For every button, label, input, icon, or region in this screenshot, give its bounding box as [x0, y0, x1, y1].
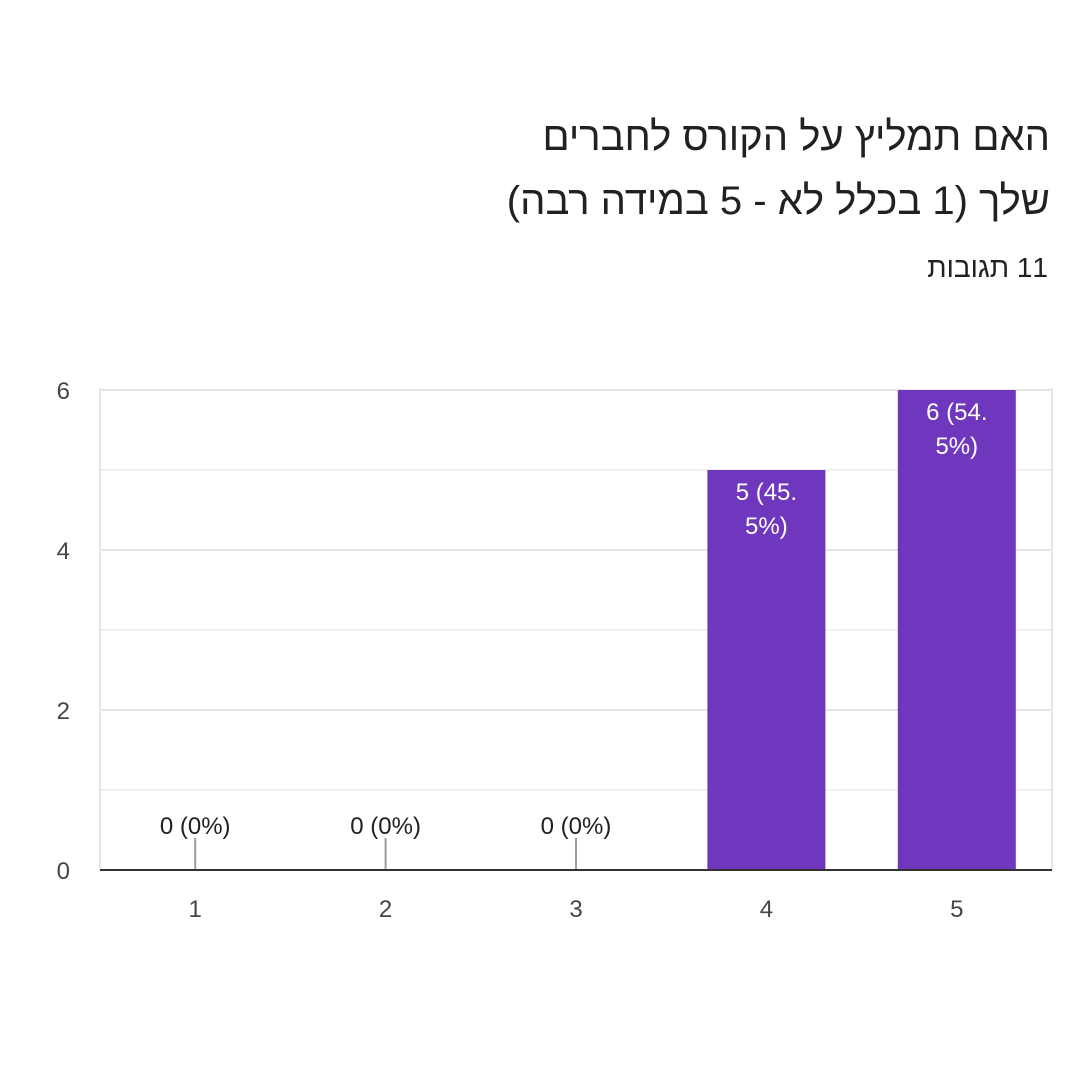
- bar-data-label: 0 (0%): [350, 813, 421, 840]
- y-tick-label: 0: [57, 858, 70, 885]
- x-tick-label: 4: [760, 896, 773, 923]
- axis-layer: 0 2 4 6 1 2 3 4 5: [57, 378, 1052, 923]
- bar-layer: [194, 390, 1016, 870]
- bar-data-label: 0 (0%): [541, 813, 612, 840]
- chart-title: האם תמליץ על הקורס לחברים שלך (1 בכלל לא…: [430, 105, 1050, 233]
- x-tick-label: 5: [950, 896, 963, 923]
- chart-title-line-1: האם תמליץ על הקורס לחברים: [542, 115, 1050, 159]
- bar: [707, 470, 826, 870]
- bar-data-label: 0 (0%): [160, 813, 231, 840]
- x-tick-label: 1: [189, 896, 202, 923]
- chart-title-line-2: שלך (1 בכלל לא - 5 במידה רבה): [506, 179, 1050, 223]
- x-tick-label: 3: [569, 896, 582, 923]
- label-layer: 0 (0%) 0 (0%) 0 (0%) 5 (45. 5%) 6 (54. 5%): [160, 399, 988, 840]
- x-tick-label: 2: [379, 896, 392, 923]
- bar-data-label: 6 (54. 5%): [926, 399, 987, 460]
- response-count: 11 תגובות: [927, 252, 1048, 283]
- y-tick-label: 2: [57, 698, 70, 725]
- bar-data-label: 5 (45. 5%): [736, 479, 797, 540]
- y-tick-label: 6: [57, 378, 70, 405]
- grid-layer: [99, 388, 1053, 870]
- y-tick-label: 4: [57, 538, 70, 565]
- bar: [897, 390, 1016, 870]
